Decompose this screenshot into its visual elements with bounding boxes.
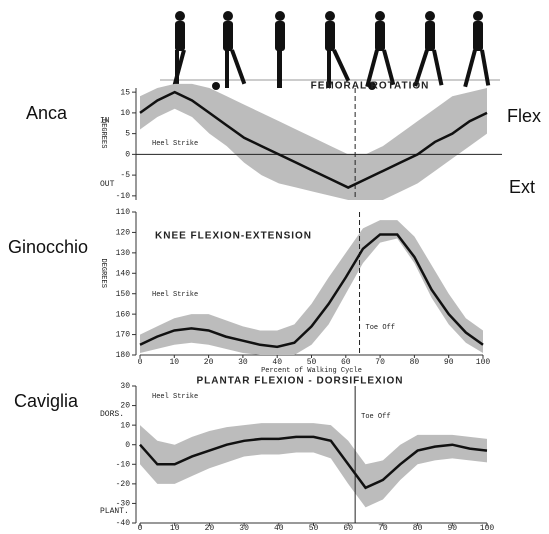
y-tick-label: 120 [116, 229, 131, 238]
y-direction-label: PLANT. [100, 507, 129, 516]
y-tick-label: -5 [120, 171, 130, 180]
y-tick-label: 10 [120, 421, 130, 430]
y-tick-label: 130 [116, 249, 131, 258]
y-tick-label: 140 [116, 269, 131, 278]
x-tick-label: 80 [413, 524, 423, 533]
x-tick-label: 10 [169, 358, 179, 367]
event-label: Toe Off [361, 413, 390, 421]
x-axis-label: Percent of Walking Cycle [261, 367, 362, 375]
x-tick-label: 80 [410, 358, 420, 367]
y-tick-label: -30 [116, 500, 131, 509]
y-tick-label: 15 [120, 88, 130, 97]
y-tick-label: 150 [116, 290, 131, 299]
variability-band [140, 83, 487, 200]
mean-line [139, 233, 484, 349]
y-direction-label: OUT [100, 180, 115, 189]
x-tick-label: 20 [204, 358, 214, 367]
x-tick-label: 30 [238, 358, 248, 367]
mean-line [139, 435, 488, 490]
y-tick-label: -40 [116, 519, 131, 528]
x-tick-label: 60 [343, 524, 353, 533]
x-tick-label: 10 [170, 524, 180, 533]
y-tick-label: -10 [116, 460, 131, 469]
side-label: Flex [507, 106, 541, 126]
x-tick-label: 0 [138, 358, 143, 367]
chart-title: KNEE FLEXION-EXTENSION [155, 231, 312, 242]
y-tick-label: 0 [125, 441, 130, 450]
side-label: Anca [26, 103, 68, 123]
walking-figures [160, 11, 500, 90]
event-label: Heel Strike [152, 393, 198, 401]
y-tick-label: 110 [116, 208, 131, 217]
x-tick-label: 40 [272, 358, 282, 367]
variability-band [140, 220, 483, 355]
x-tick-label: 60 [341, 358, 351, 367]
x-tick-label: 0 [138, 524, 143, 533]
y-tick-label: 20 [120, 402, 130, 411]
y-tick-label: 5 [125, 130, 130, 139]
y-tick-label: 0 [125, 150, 130, 159]
x-tick-label: 90 [444, 358, 454, 367]
y-tick-label: 30 [120, 382, 130, 391]
chart-title: PLANTAR FLEXION - DORSIFLEXION [196, 376, 403, 387]
chart-title: FEMORAL ROTATION [311, 81, 430, 92]
y-tick-label: 180 [116, 351, 131, 360]
x-tick-label: 40 [274, 524, 284, 533]
y-direction-label: DORS. [100, 410, 124, 419]
event-label: Heel Strike [152, 291, 198, 299]
x-tick-label: 90 [447, 524, 457, 533]
x-tick-label: 100 [476, 358, 491, 367]
x-tick-label: 30 [239, 524, 249, 533]
event-label: Toe Off [366, 324, 395, 332]
y-tick-label: -20 [116, 480, 131, 489]
side-label: Ginocchio [8, 237, 88, 257]
event-label: Heel Strike [152, 140, 198, 148]
side-label: Ext [509, 177, 535, 197]
y-direction-label: IN [100, 116, 110, 125]
x-tick-label: 100 [480, 524, 495, 533]
mean-line [139, 90, 488, 189]
side-label: Caviglia [14, 391, 79, 411]
x-tick-label: 50 [309, 524, 319, 533]
y-tick-label: 160 [116, 310, 131, 319]
x-tick-label: 50 [307, 358, 317, 367]
x-tick-label: 70 [378, 524, 388, 533]
y-axis-label: DEGREES [99, 119, 107, 148]
y-tick-label: 10 [120, 109, 130, 118]
x-tick-label: 20 [205, 524, 215, 533]
y-tick-label: -10 [116, 192, 131, 201]
y-axis-label: DEGREES [99, 259, 107, 288]
x-tick-label: 70 [375, 358, 385, 367]
y-tick-label: 170 [116, 331, 131, 340]
